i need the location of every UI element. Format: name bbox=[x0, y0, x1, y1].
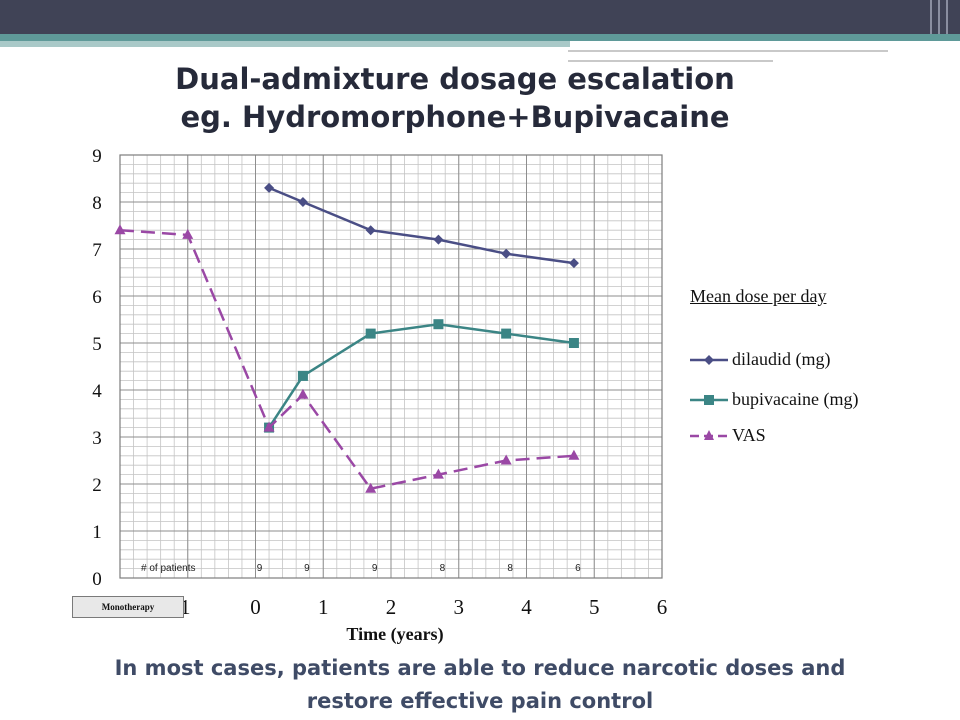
data-point-square bbox=[365, 328, 376, 339]
title-line-1: Dual-admixture dosage escalation bbox=[175, 62, 735, 96]
accent-band bbox=[0, 34, 960, 41]
patients-count: 9 bbox=[304, 563, 310, 574]
legend-swatch-vas bbox=[690, 430, 728, 440]
series-line-1 bbox=[268, 322, 575, 429]
x-tick-label: 4 bbox=[521, 595, 532, 619]
divider-line bbox=[568, 50, 888, 52]
data-point-diamond bbox=[365, 225, 376, 236]
data-point-triangle bbox=[500, 454, 512, 465]
series-line-0 bbox=[268, 186, 575, 265]
plot-border bbox=[119, 154, 663, 579]
data-point-triangle bbox=[568, 449, 580, 460]
y-tick-label: 5 bbox=[92, 334, 102, 355]
legend-label-bupivacaine: bupivacaine (mg) bbox=[732, 389, 859, 409]
x-tick-label: 0 bbox=[250, 595, 261, 619]
data-point-triangle bbox=[432, 468, 444, 479]
divider-line bbox=[568, 60, 773, 62]
legend-label-vas: VAS bbox=[732, 425, 766, 445]
x-tick-label: 5 bbox=[589, 595, 600, 619]
y-tick-label: 1 bbox=[92, 522, 102, 543]
x-tick-label: 6 bbox=[657, 595, 668, 619]
data-point-diamond bbox=[297, 197, 308, 207]
y-tick-label: 3 bbox=[92, 428, 102, 449]
data-point-square bbox=[568, 338, 579, 348]
patients-row-label: # of patients bbox=[141, 563, 195, 574]
data-point-triangle bbox=[114, 224, 126, 235]
x-tick-label: 3 bbox=[454, 595, 465, 619]
data-point-diamond bbox=[568, 258, 579, 269]
slide-caption: In most cases, patients are able to redu… bbox=[20, 652, 940, 718]
y-tick-label: 7 bbox=[92, 240, 102, 261]
y-tick-label: 8 bbox=[92, 193, 102, 214]
y-tick-label: 0 bbox=[92, 569, 102, 590]
data-point-square bbox=[501, 328, 512, 339]
data-point-triangle bbox=[365, 482, 377, 493]
y-tick-label: 4 bbox=[92, 381, 102, 402]
x-tick-label: 1 bbox=[318, 595, 329, 619]
data-point-diamond bbox=[264, 182, 275, 193]
x-axis-label: Time (years) bbox=[346, 624, 444, 644]
x-tick-label: 2 bbox=[386, 595, 397, 619]
legend-label-dilaudid: dilaudid (mg) bbox=[732, 349, 831, 369]
slide-title: Dual-admixture dosage escalation eg. Hyd… bbox=[60, 60, 850, 136]
data-point-square bbox=[297, 370, 308, 381]
patients-count: 9 bbox=[257, 563, 263, 574]
patients-count: 9 bbox=[372, 563, 378, 574]
accent-band-light bbox=[0, 41, 570, 47]
top-banner bbox=[0, 0, 960, 34]
data-point-triangle bbox=[263, 421, 275, 432]
banner-stripe bbox=[938, 0, 940, 34]
legend-swatch-dilaudid bbox=[690, 355, 728, 365]
y-tick-label: 2 bbox=[92, 475, 102, 496]
y-tick-label: 9 bbox=[92, 146, 102, 167]
patients-count: 8 bbox=[440, 563, 446, 574]
caption-line-1: In most cases, patients are able to redu… bbox=[114, 656, 846, 680]
series-line-2 bbox=[119, 228, 575, 491]
banner-stripe bbox=[946, 0, 948, 34]
patients-count: 8 bbox=[507, 563, 513, 574]
legend-swatch-bupivacaine bbox=[690, 395, 728, 405]
patients-count: 6 bbox=[575, 563, 581, 574]
data-point-diamond bbox=[433, 234, 444, 245]
y-tick-label: 6 bbox=[92, 287, 102, 308]
data-point-square bbox=[433, 319, 444, 330]
data-point-diamond bbox=[501, 248, 512, 259]
legend-title: Mean dose per day bbox=[690, 286, 827, 306]
data-point-triangle bbox=[182, 228, 194, 239]
monotherapy-label: Monotherapy bbox=[72, 596, 184, 618]
data-point-triangle bbox=[297, 388, 309, 399]
title-line-2: eg. Hydromorphone+Bupivacaine bbox=[180, 100, 730, 134]
banner-stripe bbox=[930, 0, 932, 34]
caption-line-2: restore effective pain control bbox=[306, 689, 654, 713]
